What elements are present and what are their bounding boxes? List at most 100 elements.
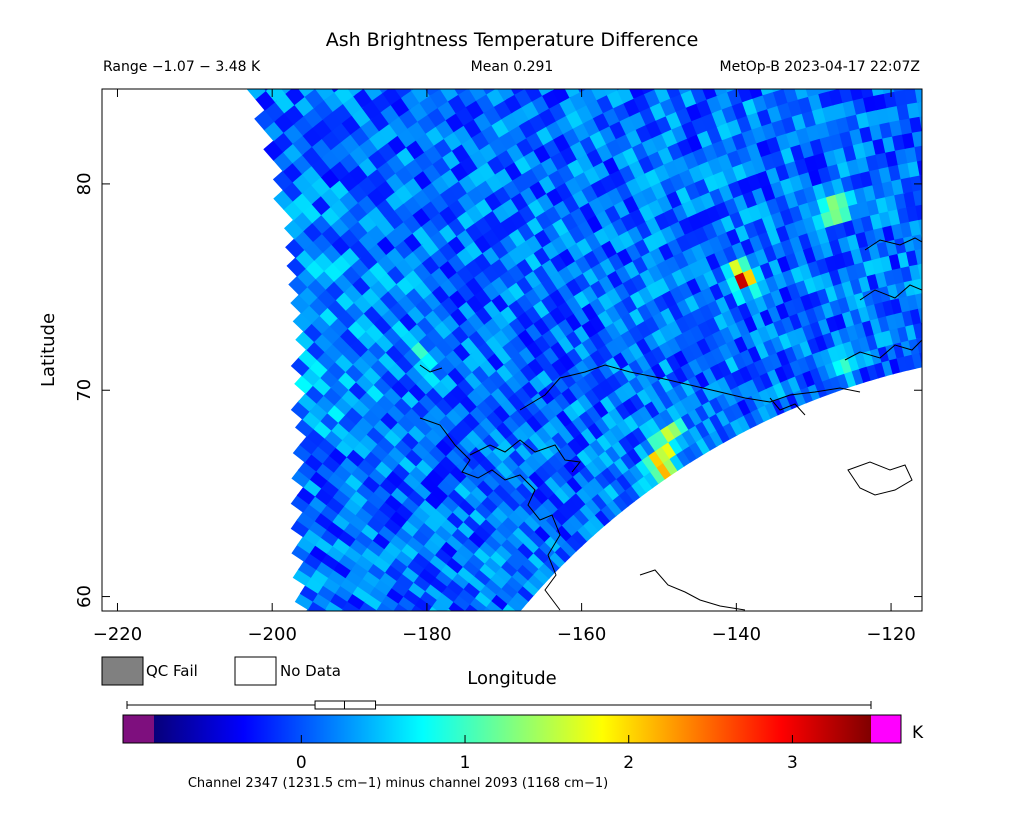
- colorbar-tick-label: 1: [460, 753, 471, 773]
- field-cell: [431, 420, 451, 440]
- field-cell: [725, 338, 742, 357]
- field-cell: [909, 115, 922, 133]
- field-cell: [617, 435, 635, 454]
- field-cell: [473, 523, 492, 542]
- field-cell: [419, 589, 438, 607]
- field-cell: [445, 447, 464, 467]
- field-cell: [337, 528, 357, 547]
- field-cell: [424, 427, 444, 446]
- field-cell: [533, 333, 552, 353]
- field-cell: [379, 570, 398, 589]
- field-cell: [512, 525, 530, 544]
- field-cell: [315, 560, 335, 578]
- field-cell: [350, 464, 370, 484]
- field-cell: [292, 568, 312, 586]
- field-cell: [389, 509, 409, 528]
- field-cell: [511, 547, 529, 565]
- field-cell: [694, 370, 711, 389]
- field-cell: [600, 503, 618, 522]
- field-cell: [753, 294, 770, 313]
- field-cell: [566, 259, 585, 279]
- field-cell: [495, 363, 515, 383]
- field-cell: [320, 527, 340, 547]
- field-cell: [474, 287, 493, 307]
- field-cell: [643, 349, 660, 368]
- field-cell: [489, 571, 508, 589]
- field-cell: [445, 348, 464, 368]
- field-cell: [604, 338, 623, 358]
- field-cell: [620, 311, 638, 331]
- field-cell: [497, 380, 516, 400]
- field-cell: [459, 394, 478, 414]
- field-cell: [290, 493, 311, 513]
- field-cell: [476, 398, 495, 418]
- field-cell: [479, 357, 498, 378]
- field-cell: [598, 449, 615, 468]
- field-cell: [473, 546, 492, 564]
- field-cell: [492, 203, 512, 223]
- field-cell: [523, 514, 542, 532]
- field-cell: [361, 546, 380, 564]
- plot-frame: [101, 88, 923, 612]
- field-cell: [528, 530, 546, 548]
- field-cell: [565, 277, 584, 297]
- field-cell: [590, 89, 609, 101]
- field-cell: [505, 431, 524, 450]
- field-cell: [723, 291, 740, 310]
- field-cell: [627, 224, 645, 244]
- field-cell: [647, 449, 665, 468]
- field-cell: [623, 259, 641, 279]
- field-cell: [609, 477, 627, 496]
- field-cell: [384, 563, 403, 582]
- field-cell: [308, 494, 328, 514]
- field-cell: [915, 203, 922, 221]
- field-cell: [692, 289, 709, 309]
- field-cell: [904, 89, 911, 90]
- legend-swatch-qc-fail: [101, 656, 144, 686]
- field-cell: [646, 433, 663, 452]
- field-cell: [354, 505, 374, 525]
- field-cell: [498, 269, 518, 289]
- field-cell: [432, 461, 452, 480]
- field-cell: [584, 231, 603, 251]
- field-cell: [522, 578, 540, 596]
- field-cell: [486, 351, 506, 371]
- field-cell: [458, 434, 478, 454]
- field-cell: [551, 430, 569, 450]
- field-cell: [445, 533, 464, 552]
- field-cell: [316, 59, 338, 81]
- distribution-boxplot: [126, 700, 872, 710]
- field-cell: [485, 334, 504, 354]
- field-cell: [366, 538, 386, 557]
- field-cell: [591, 244, 610, 264]
- field-cell: [860, 89, 876, 99]
- field-cell: [618, 229, 636, 249]
- field-cell: [337, 504, 357, 523]
- field-cell: [583, 249, 602, 269]
- field-cell: [566, 436, 585, 456]
- field-cell: [425, 385, 445, 406]
- field-cell: [478, 455, 498, 475]
- field-cell: [839, 89, 855, 103]
- field-cell: [757, 404, 773, 422]
- field-cell: [702, 349, 719, 368]
- field-cell: [914, 248, 922, 265]
- field-cell: [383, 427, 403, 447]
- field-cell: [439, 89, 461, 102]
- field-cell: [349, 615, 368, 632]
- field-cell: [916, 159, 922, 176]
- field-cell: [435, 396, 455, 416]
- field-cell: [516, 402, 535, 422]
- field-cell: [738, 364, 754, 383]
- field-cell: [666, 420, 683, 439]
- field-cell: [290, 293, 311, 314]
- field-cell: [516, 563, 535, 581]
- field-cell: [637, 475, 654, 493]
- field-cell: [525, 414, 544, 433]
- field-cell: [536, 192, 556, 212]
- field-cell: [602, 221, 621, 241]
- field-cell: [554, 545, 572, 563]
- field-cell: [568, 224, 587, 244]
- field-cell: [332, 487, 352, 507]
- coastline-segment: [419, 417, 561, 611]
